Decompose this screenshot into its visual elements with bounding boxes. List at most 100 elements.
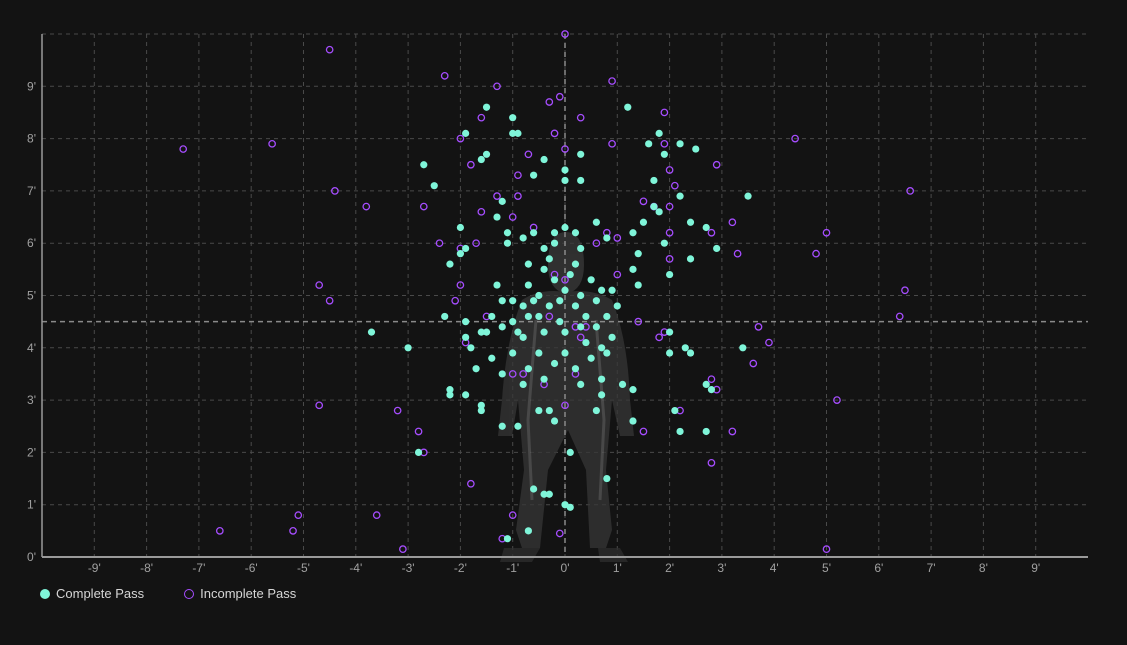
complete-pass-point [462,318,470,326]
incomplete-pass-point [493,192,501,200]
silhouette-stripe-left [526,319,538,501]
y-tick-label: 7' [27,184,36,198]
complete-pass-point [482,328,491,336]
complete-pass-point [571,365,580,373]
complete-pass-point [519,333,527,341]
complete-pass-point [634,281,642,289]
y-tick-label: 5' [27,289,36,303]
x-tick-label: 4' [770,561,779,575]
complete-pass-point [739,344,747,352]
axes [41,34,1088,558]
incomplete-pass-point [634,317,643,326]
legend-label-incomplete: Incomplete Pass [200,586,297,601]
x-tick-label: -5' [297,561,310,575]
x-tick-label: -9' [88,561,101,575]
complete-pass-point [420,161,428,169]
incomplete-pass-point [399,545,407,554]
incomplete-pass-point [660,139,669,148]
complete-pass-point [577,244,585,253]
x-tick-label: -4' [349,561,362,575]
complete-pass-point [540,328,548,336]
complete-pass-point [571,302,580,310]
complete-pass-point [519,380,527,389]
x-tick-label: 0' [561,561,570,575]
complete-pass-point [603,234,611,242]
incomplete-pass-point [592,239,601,248]
incomplete-pass-point [895,312,904,321]
complete-pass-point [577,380,585,389]
complete-pass-point [367,328,376,336]
complete-pass-point [686,255,695,263]
complete-pass-point [530,297,538,305]
complete-pass-point [634,250,642,258]
complete-pass-point [519,234,527,242]
complete-pass-point [566,270,574,279]
complete-pass-point [477,406,485,415]
complete-pass-point [514,328,522,336]
complete-pass-point [624,103,632,111]
complete-pass-point [540,375,548,383]
x-tick-label: 8' [979,561,988,575]
complete-pass-point [462,391,470,399]
complete-pass-point [566,448,574,456]
complete-pass-point [676,427,684,436]
complete-pass-point [503,229,512,237]
complete-pass-point [514,422,522,430]
complete-pass-point [561,328,569,336]
incomplete-pass-point [555,92,564,101]
complete-pass-point [666,349,674,357]
incomplete-pass-point [451,296,460,305]
complete-pass-point [488,312,496,321]
complete-pass-point [598,375,606,383]
legend-item-complete[interactable]: Complete Pass [40,586,144,601]
incomplete-pass-point [555,529,564,538]
legend-item-incomplete[interactable]: Incomplete Pass [184,586,296,601]
complete-pass-point [603,349,611,357]
complete-pass-point [498,422,506,430]
complete-pass-point [603,312,611,321]
complete-pass-point [550,359,559,368]
complete-pass-point [503,239,512,247]
complete-pass-point [550,239,559,247]
reference-lines [42,34,1088,557]
complete-pass-point [509,318,517,326]
complete-pass-point [545,255,553,263]
complete-pass-point [446,386,454,394]
complete-pass-point [456,223,464,232]
complete-pass-point [477,401,485,409]
complete-pass-point [524,281,532,289]
incomplete-pass-point [576,113,585,122]
x-tick-label: 2' [665,561,674,575]
complete-pass-point [509,349,517,357]
incomplete-pass-point [514,171,522,180]
complete-pass-point [571,260,580,268]
complete-pass-point [530,229,538,237]
incomplete-pass-point [477,113,486,122]
incomplete-pass-point [608,139,616,148]
complete-pass-point [592,297,600,305]
data-points [179,30,915,554]
complete-pass-point [603,474,611,483]
complete-pass-point [545,490,553,498]
complete-pass-point [629,265,637,273]
complete-pass-point [676,140,684,148]
complete-pass-point [577,176,585,185]
complete-pass-point [582,312,590,321]
incomplete-pass-point [655,333,663,342]
complete-pass-point [650,202,658,211]
incomplete-pass-point [289,526,297,535]
complete-pass-point [456,250,464,258]
incomplete-pass-point [493,82,501,91]
legend: Complete Pass Incomplete Pass [40,586,296,601]
complete-pass-point [498,297,506,305]
incomplete-pass-point [665,255,674,263]
complete-pass-point [524,312,532,321]
complete-pass-point [535,406,543,415]
complete-pass-point [556,297,564,305]
incomplete-pass-point [833,396,841,404]
incomplete-pass-point [519,370,528,378]
incomplete-pass-point [728,218,737,227]
incomplete-pass-point [812,249,820,258]
y-tick-label: 1' [27,498,36,512]
